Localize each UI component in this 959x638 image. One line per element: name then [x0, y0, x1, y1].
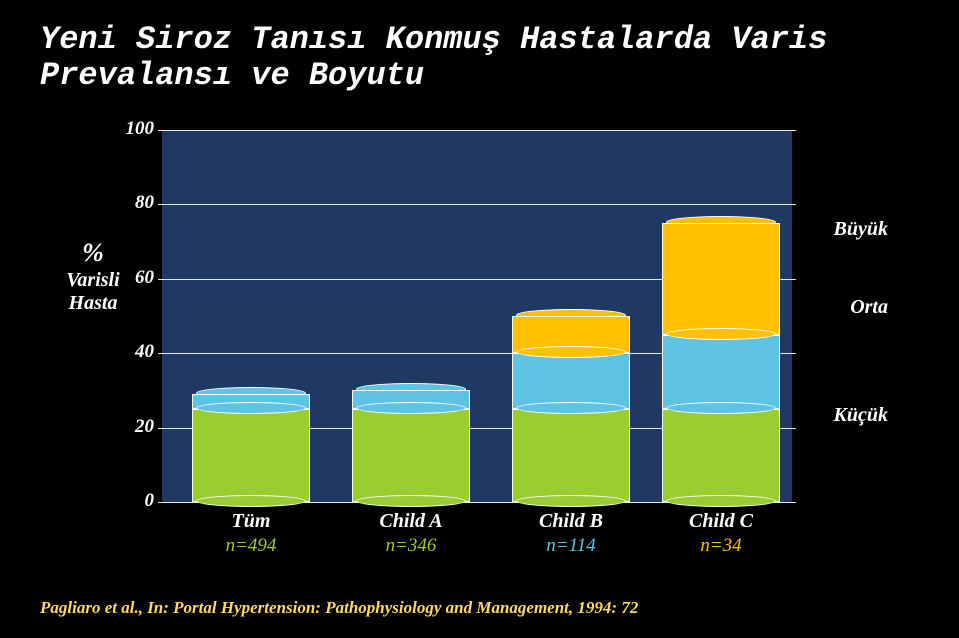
y-tick-label: 40 — [94, 341, 154, 363]
category-label: Child Cn=34 — [651, 510, 791, 557]
slide: Yeni Siroz Tanısı Konmuş Hastalarda Vari… — [0, 0, 959, 638]
y-tick-label: 20 — [94, 416, 154, 438]
category-name: Child C — [651, 510, 791, 533]
bar-segment-small — [662, 409, 780, 502]
bar-column — [192, 394, 310, 502]
legend-medium: Orta — [850, 296, 888, 319]
plot-area — [162, 130, 792, 502]
category-name: Child B — [501, 510, 641, 533]
category-label: Tümn=494 — [181, 510, 321, 557]
y-tick-label: 60 — [94, 267, 154, 289]
y-axis-label-pct: % — [82, 238, 104, 267]
bar-segment-small — [512, 409, 630, 502]
bar-segment-small — [192, 409, 310, 502]
category-label: Child An=346 — [341, 510, 481, 557]
bar-segment-big — [662, 223, 780, 335]
y-tick-label: 80 — [94, 192, 154, 214]
category-n: n=114 — [501, 535, 641, 557]
category-n: n=494 — [181, 535, 321, 557]
chart: % Varisli Hasta 020406080100 Tümn=494Chi… — [40, 122, 918, 562]
title-line-1: Yeni Siroz Tanısı Konmuş Hastalarda Vari… — [40, 21, 827, 58]
category-name: Child A — [341, 510, 481, 533]
title-line-2: Prevalansı ve Boyutu — [40, 57, 424, 94]
bar-column — [512, 316, 630, 502]
legend-small: Küçük — [834, 404, 888, 427]
bar-segment-medium — [512, 353, 630, 409]
bar-segment-medium — [192, 394, 310, 409]
category-n: n=34 — [651, 535, 791, 557]
citation: Pagliaro et al., In: Portal Hypertension… — [40, 598, 638, 618]
bar-column — [662, 223, 780, 502]
slide-title: Yeni Siroz Tanısı Konmuş Hastalarda Vari… — [0, 0, 959, 100]
legend-big: Büyük — [834, 218, 888, 241]
category-name: Tüm — [181, 510, 321, 533]
y-tick-label: 100 — [94, 118, 154, 140]
category-n: n=346 — [341, 535, 481, 557]
bar-column — [352, 390, 470, 502]
bar-segment-medium — [662, 335, 780, 409]
category-label: Child Bn=114 — [501, 510, 641, 557]
bar-segment-medium — [352, 390, 470, 409]
bar-segment-big — [512, 316, 630, 353]
y-tick-label: 0 — [94, 490, 154, 512]
bar-segment-small — [352, 409, 470, 502]
